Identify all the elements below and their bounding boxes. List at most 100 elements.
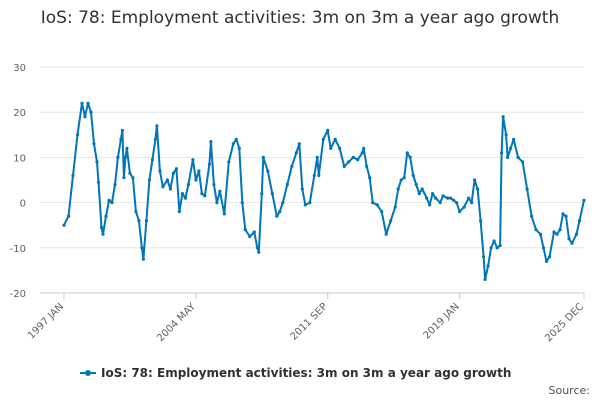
data-point[interactable] — [297, 142, 301, 146]
data-point[interactable] — [212, 182, 216, 187]
data-point[interactable] — [275, 214, 279, 218]
data-point[interactable] — [237, 146, 241, 150]
data-point[interactable] — [92, 142, 96, 146]
data-point[interactable] — [356, 158, 360, 162]
data-point[interactable] — [312, 173, 316, 178]
data-point[interactable] — [62, 223, 66, 227]
data-point[interactable] — [123, 155, 127, 159]
data-point[interactable] — [215, 201, 219, 205]
data-point[interactable] — [467, 196, 471, 200]
data-point[interactable] — [120, 128, 124, 132]
data-point[interactable] — [131, 176, 135, 180]
data-point[interactable] — [200, 192, 204, 196]
data-point[interactable] — [257, 250, 261, 254]
data-point[interactable] — [270, 192, 274, 196]
data-point[interactable] — [393, 205, 397, 209]
data-point[interactable] — [455, 201, 459, 205]
data-point[interactable] — [521, 160, 525, 164]
data-point[interactable] — [368, 176, 372, 180]
data-point[interactable] — [338, 146, 342, 150]
data-point[interactable] — [449, 196, 453, 200]
data-point[interactable] — [428, 203, 432, 207]
data-point[interactable] — [186, 182, 190, 187]
data-point[interactable] — [116, 155, 120, 159]
data-point[interactable] — [541, 246, 546, 250]
data-point[interactable] — [80, 101, 84, 105]
data-point[interactable] — [402, 176, 406, 180]
legend[interactable]: IoS: 78: Employment activities: 3m on 3m… — [80, 366, 511, 380]
data-point[interactable] — [438, 201, 442, 205]
data-point[interactable] — [303, 203, 307, 207]
data-point[interactable] — [194, 178, 198, 182]
data-point[interactable] — [326, 128, 330, 132]
data-point[interactable] — [567, 237, 571, 241]
data-point[interactable] — [365, 164, 369, 168]
data-point[interactable] — [183, 196, 187, 200]
data-point[interactable] — [278, 210, 282, 214]
data-point[interactable] — [495, 246, 499, 250]
data-point[interactable] — [101, 232, 105, 236]
data-point[interactable] — [171, 171, 175, 175]
data-point[interactable] — [544, 259, 549, 263]
data-point[interactable] — [107, 198, 111, 202]
source-credit[interactable]: Source: — [549, 384, 591, 397]
data-point[interactable] — [75, 133, 80, 137]
data-point[interactable] — [547, 255, 552, 259]
data-point[interactable] — [347, 160, 351, 164]
data-point[interactable] — [441, 194, 445, 198]
data-point[interactable] — [66, 214, 71, 218]
data-point[interactable] — [486, 264, 490, 268]
data-point[interactable] — [458, 210, 462, 214]
data-point[interactable] — [534, 228, 538, 232]
data-point[interactable] — [252, 230, 256, 234]
data-point[interactable] — [147, 178, 151, 182]
data-point[interactable] — [317, 173, 321, 178]
data-point[interactable] — [525, 187, 529, 191]
data-point[interactable] — [248, 234, 252, 239]
data-point[interactable] — [371, 201, 375, 205]
data-point[interactable] — [243, 228, 247, 232]
data-point[interactable] — [99, 225, 104, 230]
data-point[interactable] — [577, 219, 582, 223]
data-point[interactable] — [150, 158, 154, 162]
data-point[interactable] — [218, 189, 222, 193]
data-point[interactable] — [203, 194, 207, 198]
data-point[interactable] — [516, 155, 520, 159]
data-point[interactable] — [384, 232, 388, 236]
data-point[interactable] — [420, 187, 424, 191]
data-point[interactable] — [538, 232, 543, 236]
data-point[interactable] — [411, 173, 415, 178]
data-point[interactable] — [207, 162, 211, 166]
data-point[interactable] — [452, 198, 456, 202]
data-point[interactable] — [180, 192, 184, 196]
data-point[interactable] — [113, 182, 117, 187]
data-point[interactable] — [125, 146, 129, 150]
data-point[interactable] — [177, 210, 181, 214]
data-point[interactable] — [473, 178, 477, 182]
data-point[interactable] — [446, 196, 450, 200]
data-point[interactable] — [255, 246, 259, 250]
data-point[interactable] — [396, 187, 400, 191]
data-point[interactable] — [351, 155, 355, 159]
data-point[interactable] — [266, 169, 270, 173]
data-point[interactable] — [360, 151, 364, 155]
data-point[interactable] — [308, 201, 312, 205]
data-point[interactable] — [476, 187, 480, 191]
data-point[interactable] — [511, 137, 516, 141]
data-point[interactable] — [231, 142, 235, 146]
data-point[interactable] — [165, 178, 169, 182]
data-point[interactable] — [574, 232, 579, 236]
data-point[interactable] — [191, 158, 195, 162]
data-point[interactable] — [509, 146, 513, 150]
data-point[interactable] — [417, 192, 421, 196]
data-point[interactable] — [122, 176, 126, 180]
data-point[interactable] — [104, 214, 108, 218]
data-point[interactable] — [414, 182, 418, 187]
data-point[interactable] — [110, 201, 114, 205]
data-point[interactable] — [140, 246, 144, 250]
data-point[interactable] — [380, 210, 384, 214]
data-point[interactable] — [561, 212, 565, 216]
data-point[interactable] — [333, 137, 337, 141]
data-point[interactable] — [399, 178, 403, 182]
data-point[interactable] — [161, 185, 165, 189]
